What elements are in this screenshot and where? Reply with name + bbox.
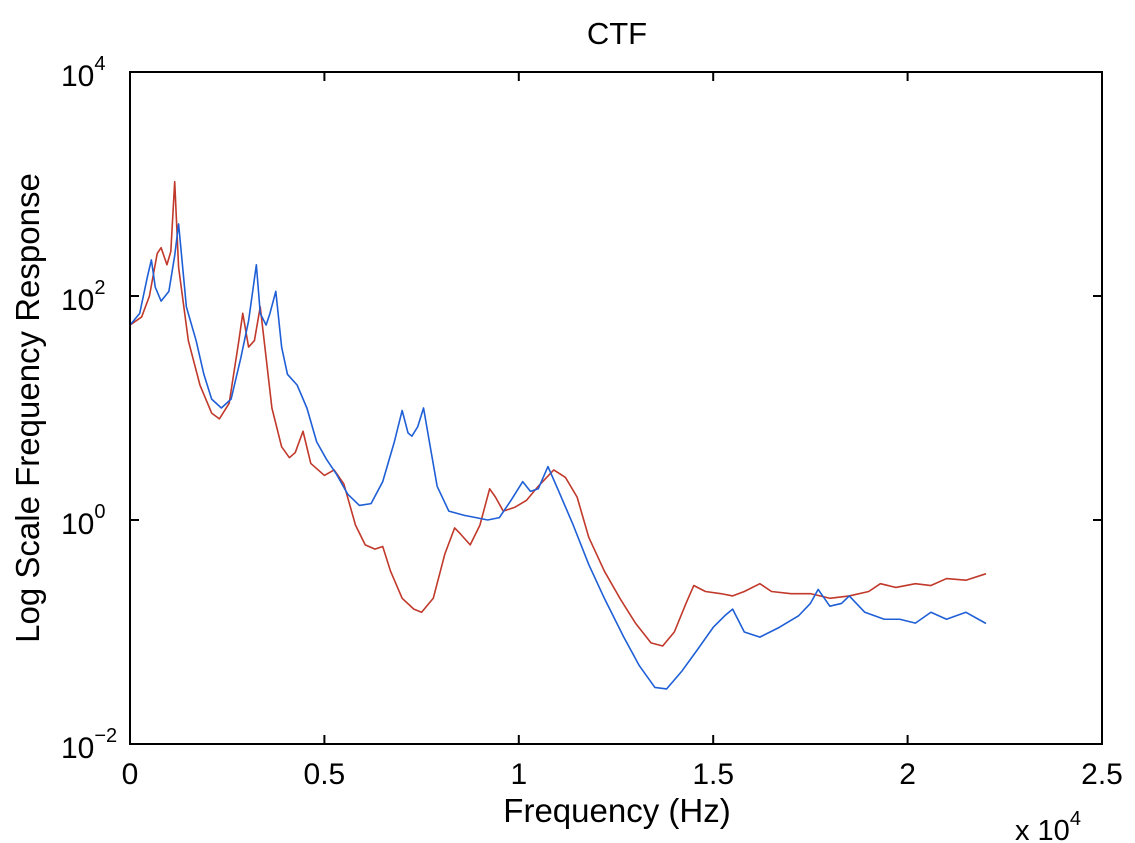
x-tick-labels: 0 0.5 1 1.5 2 2.5 <box>122 758 1123 791</box>
y-tick-label: 104 <box>61 53 106 93</box>
x-tick-label: 2 <box>899 758 916 791</box>
x-tick-label: 1.5 <box>692 758 734 791</box>
y-tick-exponent: −2 <box>94 725 117 747</box>
x-tick-label: 0 <box>122 758 139 791</box>
ticks-layer <box>129 71 1103 745</box>
y-tick-label: 10−2 <box>61 725 117 765</box>
x-axis-multiplier: x 104 <box>1015 808 1081 843</box>
series-line-1 <box>129 180 987 647</box>
series-layer <box>129 180 987 690</box>
y-tick-label: 100 <box>61 501 106 541</box>
series-line-2 <box>129 223 987 690</box>
x-tick-label: 2.5 <box>1081 758 1123 791</box>
y-tick-base: 10 <box>61 508 94 541</box>
y-tick-label: 102 <box>61 277 106 317</box>
y-axis-label: Log Scale Frequency Response <box>9 173 46 643</box>
y-tick-exponent: 0 <box>94 501 105 523</box>
axes-frame <box>129 71 1103 745</box>
y-tick-exponent: 2 <box>94 277 105 299</box>
x-tick-label: 1 <box>510 758 527 791</box>
x-multiplier-exponent: 4 <box>1070 808 1081 830</box>
x-tick-label: 0.5 <box>304 758 346 791</box>
x-multiplier-base: x 10 <box>1015 815 1070 843</box>
y-tick-base: 10 <box>61 60 94 93</box>
y-tick-exponent: 4 <box>94 53 105 75</box>
y-tick-base: 10 <box>61 284 94 317</box>
chart-title: CTF <box>587 16 647 51</box>
y-tick-base: 10 <box>61 732 94 765</box>
x-axis-label: Frequency (Hz) <box>503 792 730 829</box>
